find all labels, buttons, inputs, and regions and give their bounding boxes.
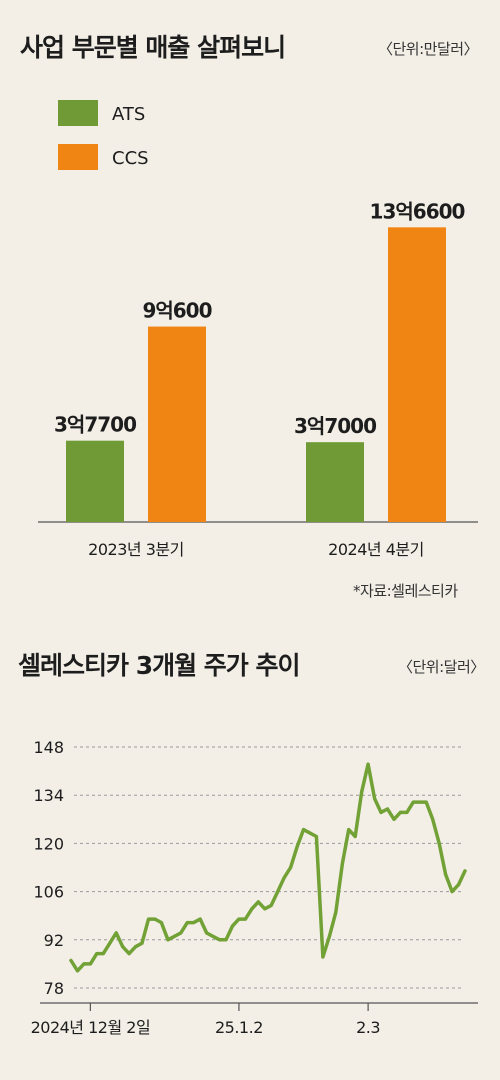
x-tick-label-2: 2.3 xyxy=(356,1018,380,1037)
price-point xyxy=(418,800,422,804)
x-tick-label-1: 25.1.2 xyxy=(215,1018,263,1037)
y-tick-label-134: 134 xyxy=(33,786,64,805)
x-tick-label-0: 2024년 12월 2일 xyxy=(31,1018,151,1037)
y-tick-label-92: 92 xyxy=(44,931,64,950)
bar-chart-title: 사업 부문별 매출 살펴보니 xyxy=(20,33,286,62)
price-point xyxy=(95,952,99,956)
price-point xyxy=(205,931,209,935)
price-point xyxy=(224,938,228,942)
price-point xyxy=(398,810,402,814)
price-point xyxy=(314,835,318,839)
price-point xyxy=(211,934,215,938)
bar-ats-1 xyxy=(306,442,364,522)
price-point xyxy=(437,841,441,845)
price-point xyxy=(140,941,144,945)
price-point xyxy=(302,828,306,832)
legend-swatch-ats xyxy=(58,100,98,126)
price-point xyxy=(108,941,112,945)
bar-label-ats-1: 3억7000 xyxy=(294,414,376,438)
price-point xyxy=(134,945,138,949)
price-point xyxy=(88,962,92,966)
bar-ccs-0 xyxy=(148,326,206,522)
price-point xyxy=(321,955,325,959)
price-point xyxy=(230,924,234,928)
price-point xyxy=(450,890,454,894)
price-point xyxy=(75,969,79,973)
category-label-0: 2023년 3분기 xyxy=(88,540,184,559)
price-point xyxy=(424,800,428,804)
price-point xyxy=(334,910,338,914)
price-point xyxy=(289,866,293,869)
bar-label-ats-0: 3억7700 xyxy=(54,413,136,437)
price-point xyxy=(379,810,383,814)
price-point xyxy=(327,934,331,938)
price-point xyxy=(218,938,222,942)
price-point xyxy=(444,872,448,876)
bar-label-ccs-1: 13억6600 xyxy=(370,199,465,223)
bar-chart-unit: 〈단위:만달러〉 xyxy=(378,40,479,58)
bar-chart-source: *자료:셀레스티카 xyxy=(353,582,458,600)
price-point xyxy=(256,900,260,904)
price-point xyxy=(185,921,189,925)
y-tick-label-120: 120 xyxy=(33,834,64,853)
legend-label-ats: ATS xyxy=(112,104,145,125)
y-tick-label-106: 106 xyxy=(33,883,64,902)
bar-label-ccs-0: 9억600 xyxy=(142,299,211,323)
y-tick-label-78: 78 xyxy=(44,979,64,998)
price-point xyxy=(250,907,254,911)
price-point xyxy=(69,958,73,962)
price-point xyxy=(282,876,286,880)
price-point xyxy=(308,831,312,835)
price-point xyxy=(263,907,267,911)
price-point xyxy=(366,762,370,766)
price-point xyxy=(340,862,344,866)
price-point xyxy=(463,869,467,873)
price-point xyxy=(166,938,170,942)
bar-ats-0 xyxy=(66,440,124,522)
price-point xyxy=(457,883,461,887)
price-point xyxy=(147,917,151,921)
price-point xyxy=(276,890,280,894)
price-point xyxy=(405,810,409,814)
price-point xyxy=(172,934,176,938)
price-point xyxy=(114,931,118,935)
price-point xyxy=(237,917,241,921)
bar-chart: ATS CCS 3억7700 9억600 2023년 3분기 3억7000 13억6600 2… xyxy=(38,100,478,559)
price-point xyxy=(159,921,163,925)
price-point xyxy=(82,962,86,966)
price-point xyxy=(431,817,435,821)
price-point xyxy=(295,845,299,849)
price-point xyxy=(127,952,131,956)
price-point xyxy=(121,945,125,949)
price-point xyxy=(373,797,377,801)
legend-swatch-ccs xyxy=(58,144,98,170)
price-point xyxy=(269,903,273,907)
line-chart-unit: 〈단위:달러〉 xyxy=(398,658,485,676)
category-label-1: 2024년 4분기 xyxy=(328,540,424,559)
price-point xyxy=(243,917,247,921)
bar-ccs-1 xyxy=(388,227,446,522)
price-point xyxy=(347,828,351,832)
price-point xyxy=(385,807,389,811)
price-point xyxy=(353,835,357,839)
price-point xyxy=(198,917,202,921)
price-point xyxy=(192,921,196,925)
y-tick-label-148: 148 xyxy=(33,738,64,757)
price-point xyxy=(101,952,105,956)
line-chart-title: 셀레스티카 3개월 주가 추이 xyxy=(18,651,301,680)
price-point xyxy=(392,817,396,821)
legend-label-ccs: CCS xyxy=(112,148,149,169)
price-point xyxy=(360,790,364,794)
line-chart: 148 134 120 106 92 78 2024년 12월 2일 25.1.2 2.3 xyxy=(31,738,478,1037)
price-point xyxy=(179,931,183,935)
price-point xyxy=(411,800,415,804)
price-point xyxy=(153,917,157,921)
